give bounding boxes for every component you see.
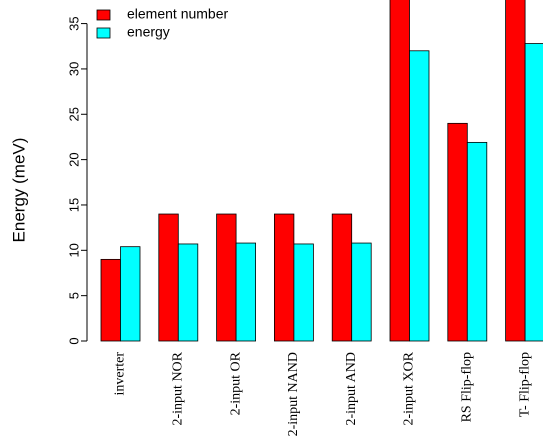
- legend-label: element number: [127, 6, 229, 22]
- bar: [216, 213, 237, 342]
- bar: [466, 141, 488, 342]
- bar: [293, 243, 314, 342]
- bar: [120, 246, 141, 342]
- bar: [235, 242, 257, 342]
- bar: [177, 243, 199, 342]
- x-tick-label: 2-input NAND: [286, 352, 301, 436]
- bar: [447, 122, 468, 342]
- x-tick-label: RS Flip-flop: [460, 352, 475, 422]
- y-tick-label: 0: [66, 337, 81, 344]
- x-tick-label: 2-input XOR: [402, 351, 417, 425]
- y-tick-label: 15: [66, 198, 81, 212]
- x-tick-label: inverter: [113, 352, 128, 396]
- x-tick-label: 2-input AND: [344, 352, 359, 426]
- bar: [389, 0, 410, 342]
- x-tick-label: 2-input OR: [228, 351, 243, 415]
- x-tick-label: 2-input NOR: [171, 351, 186, 425]
- x-tick-label: T- Flip-flop: [517, 352, 532, 417]
- legend-label: energy: [127, 24, 170, 40]
- y-tick-label: 10: [66, 243, 81, 257]
- y-axis-label: Energy (meV): [9, 138, 28, 243]
- bar: [524, 43, 543, 342]
- bar: [351, 242, 372, 342]
- bar: [409, 50, 430, 342]
- y-tick-label: 5: [66, 292, 81, 299]
- legend-swatch: [96, 27, 111, 39]
- bar: [273, 213, 295, 342]
- y-tick-label: 35: [66, 16, 81, 30]
- y-tick-label: 25: [66, 107, 81, 121]
- y-tick-label: 20: [66, 152, 81, 166]
- bar: [505, 0, 526, 342]
- bar: [158, 213, 179, 342]
- y-tick-label: 30: [66, 62, 81, 76]
- bar: [331, 213, 353, 342]
- bar: [100, 258, 121, 342]
- legend-swatch: [96, 9, 111, 21]
